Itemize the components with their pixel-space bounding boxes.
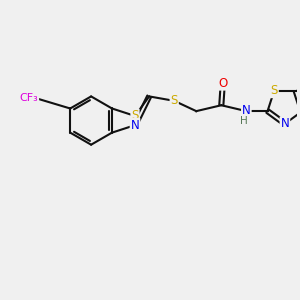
Text: O: O xyxy=(218,77,227,90)
Text: CF₃: CF₃ xyxy=(20,93,38,103)
Text: S: S xyxy=(271,84,278,97)
Text: N: N xyxy=(280,117,289,130)
Text: N: N xyxy=(242,104,251,117)
Text: N: N xyxy=(130,119,140,132)
Text: H: H xyxy=(239,116,247,126)
Text: S: S xyxy=(170,94,178,107)
Text: S: S xyxy=(131,110,139,122)
